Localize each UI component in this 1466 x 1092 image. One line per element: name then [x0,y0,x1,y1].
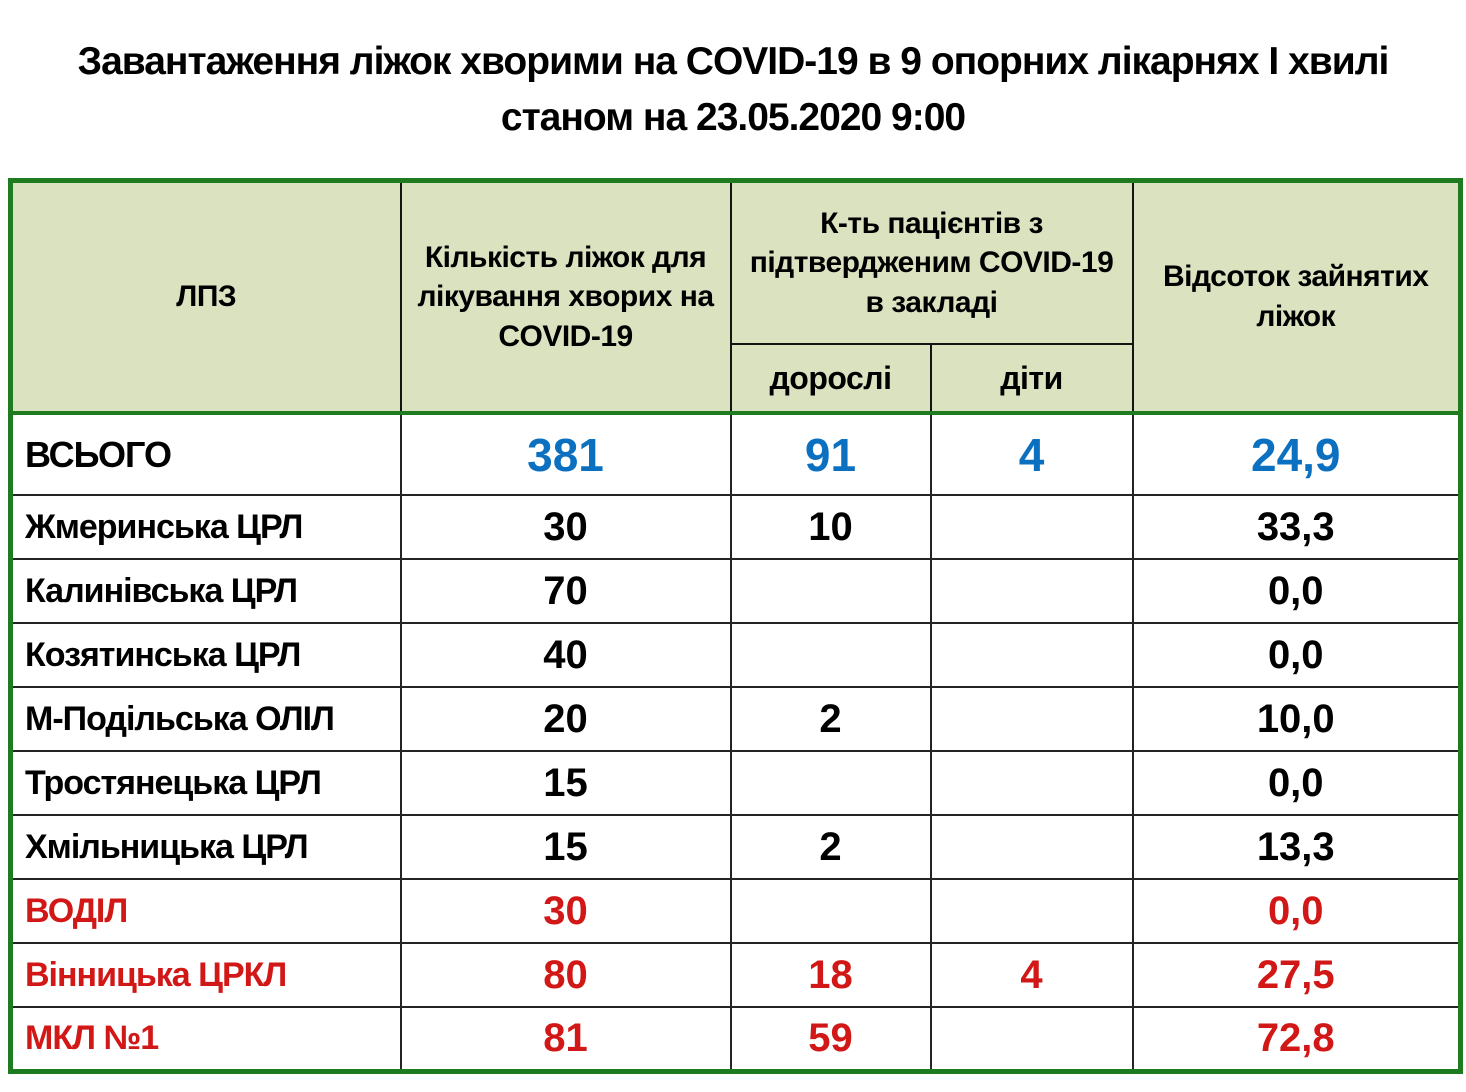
row-label: Козятинська ЦРЛ [9,622,402,688]
row-label: М-Подільська ОЛІЛ [9,686,402,752]
children-value [929,494,1134,560]
table-row-total: ВСЬОГО 381 91 4 24,9 [9,412,1462,496]
percent-value: 0,0 [1131,622,1462,688]
beds-value: 70 [399,558,732,624]
page-title: Завантаження ліжок хворими на COVID-19 в… [0,0,1466,146]
percent-value: 27,5 [1131,942,1462,1008]
row-label: ВОДІЛ [9,878,402,944]
column-header-patients: К-ть пацієнтів з підтвердженим COVID-19 … [729,179,1134,345]
adults-value: 10 [729,494,932,560]
row-label: Калинівська ЦРЛ [9,558,402,624]
table-row: Хмільницька ЦРЛ 15 2 13,3 [9,814,1462,880]
row-label: МКЛ №1 [9,1006,402,1072]
percent-value: 0,0 [1131,558,1462,624]
percent-value: 0,0 [1131,750,1462,816]
beds-value: 30 [399,494,732,560]
adults-value [729,558,932,624]
children-value [929,878,1134,944]
children-value [929,622,1134,688]
children-value [929,814,1134,880]
children-value [929,750,1134,816]
column-header-children: діти [929,343,1134,415]
column-header-adults: дорослі [729,343,932,415]
table-row: М-Подільська ОЛІЛ 20 2 10,0 [9,686,1462,752]
table-row: Калинівська ЦРЛ 70 0,0 [9,558,1462,624]
adults-value [729,750,932,816]
table-row-highlighted: ВОДІЛ 30 0,0 [9,878,1462,944]
beds-value: 15 [399,814,732,880]
column-header-lpz: ЛПЗ [9,179,402,415]
adults-value [729,622,932,688]
percent-value: 13,3 [1131,814,1462,880]
beds-value: 80 [399,942,732,1008]
percent-value: 0,0 [1131,878,1462,944]
percent-value: 33,3 [1131,494,1462,560]
adults-value: 91 [729,412,932,496]
percent-value: 72,8 [1131,1006,1462,1072]
children-value [929,1006,1134,1072]
beds-value: 15 [399,750,732,816]
beds-value: 381 [399,412,732,496]
adults-value [729,878,932,944]
adults-value: 18 [729,942,932,1008]
row-label: ВСЬОГО [9,412,402,496]
table-row-highlighted: МКЛ №1 81 59 72,8 [9,1006,1462,1072]
children-value [929,686,1134,752]
adults-value: 2 [729,814,932,880]
beds-value: 20 [399,686,732,752]
percent-value: 10,0 [1131,686,1462,752]
column-header-beds: Кількість ліжок для лікування хворих на … [399,179,732,415]
adults-value: 2 [729,686,932,752]
beds-value: 81 [399,1006,732,1072]
title-line-1: Завантаження ліжок хворими на COVID-19 в… [77,40,1390,83]
row-label: Тростянецька ЦРЛ [9,750,402,816]
row-label: Жмеринська ЦРЛ [9,494,402,560]
adults-value: 59 [729,1006,932,1072]
row-label: Хмільницька ЦРЛ [9,814,402,880]
table-row: Тростянецька ЦРЛ 15 0,0 [9,750,1462,816]
children-value: 4 [929,412,1134,496]
table-row-highlighted: Вінницька ЦРКЛ 80 18 4 27,5 [9,942,1462,1008]
table-row: Жмеринська ЦРЛ 30 10 33,3 [9,494,1462,560]
children-value [929,558,1134,624]
row-label: Вінницька ЦРКЛ [9,942,402,1008]
beds-value: 40 [399,622,732,688]
children-value: 4 [929,942,1134,1008]
beds-value: 30 [399,878,732,944]
covid-bed-occupancy-table: ЛПЗ Кількість ліжок для лікування хворих… [8,178,1463,1074]
column-header-percent: Відсоток зайнятих ліжок [1131,179,1462,415]
title-line-2: станом на 23.05.2020 9:00 [500,96,966,139]
percent-value: 24,9 [1131,412,1462,496]
table-row: Козятинська ЦРЛ 40 0,0 [9,622,1462,688]
